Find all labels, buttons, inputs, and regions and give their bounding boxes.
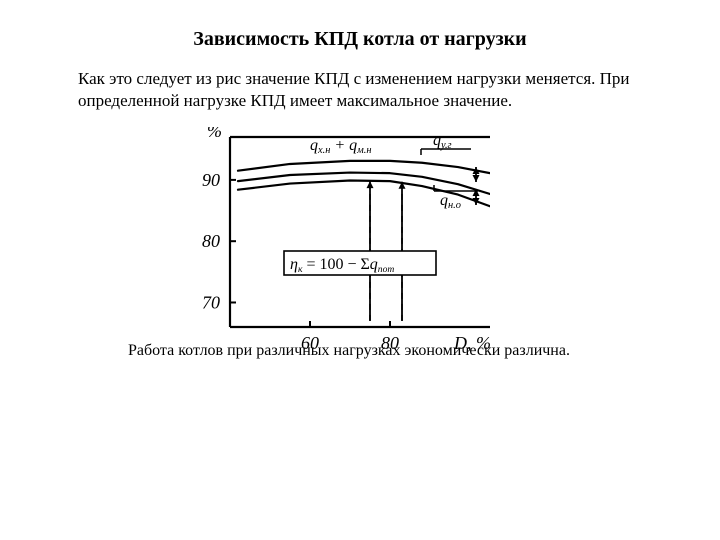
- svg-text:60: 60: [301, 333, 319, 353]
- svg-text:90: 90: [202, 170, 220, 190]
- page: Зависимость КПД котла от нагрузки Как эт…: [0, 0, 720, 540]
- svg-text:%: %: [207, 127, 222, 141]
- page-title: Зависимость КПД котла от нагрузки: [0, 28, 720, 51]
- intro-paragraph: Как это следует из рис значение КПД с из…: [78, 68, 678, 112]
- svg-text:80: 80: [202, 231, 220, 251]
- svg-text:D, %: D, %: [453, 333, 490, 353]
- svg-text:70: 70: [202, 292, 220, 312]
- svg-text:80: 80: [381, 333, 399, 353]
- svg-text:qу.г: qу.г: [433, 132, 452, 151]
- chart-svg: 7080906080%D, %qх.н + qм.нqу.гqн.оηк = 1…: [195, 127, 490, 362]
- efficiency-chart: 7080906080%D, %qх.н + qм.нqу.гqн.оηк = 1…: [195, 127, 490, 362]
- svg-text:qх.н + qм.н: qх.н + qм.н: [310, 137, 372, 156]
